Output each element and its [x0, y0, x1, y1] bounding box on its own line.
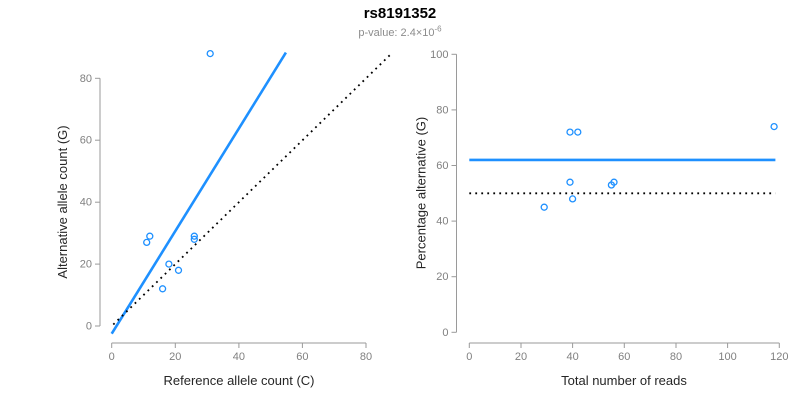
y-tick-label: 80: [436, 104, 448, 116]
y-tick-label: 0: [86, 321, 92, 333]
fit-line: [110, 51, 288, 335]
y-tick-label: 100: [430, 49, 448, 61]
x-tick-label: 100: [718, 351, 736, 363]
x-tick-label: 120: [770, 351, 788, 363]
x-tick-label: 60: [618, 351, 630, 363]
y-tick-label: 20: [80, 259, 92, 271]
data-point: [165, 260, 173, 268]
y-tick-label: 40: [436, 216, 448, 228]
data-point: [574, 128, 582, 136]
y-tick-label: 20: [436, 271, 448, 283]
data-point: [568, 195, 577, 203]
x-tick-label: 0: [109, 351, 115, 363]
data-point: [190, 235, 198, 243]
data-point: [610, 178, 618, 186]
allele-counts-scatter: 0 20 40 60 80 0 20 40 60 80 Reference allele count…: [55, 49, 391, 388]
y-tick-label: 40: [80, 197, 92, 209]
data-point: [770, 122, 778, 131]
data-point: [540, 203, 548, 211]
data-points: [540, 122, 778, 211]
data-point: [158, 285, 167, 293]
title-block: rs8191352 p-value: 2.4×10-6: [0, 5, 800, 39]
y-tick-label: 60: [80, 135, 92, 147]
subtitle-text: p-value: 2.4×10: [358, 26, 435, 39]
subtitle-exponent: -6: [434, 23, 442, 33]
x-tick-label: 40: [566, 351, 578, 363]
data-point: [566, 128, 574, 136]
data-point: [206, 49, 214, 58]
y-tick-label: 0: [442, 327, 448, 339]
x-tick-label: 20: [515, 351, 527, 363]
percentage-vs-reads-scatter: 0 20 40 60 80 100 0 20 40 60 80 100 120 Total number …: [414, 49, 789, 388]
data-point: [146, 232, 154, 240]
x-axis-title: Reference allele count (C): [163, 373, 314, 388]
data-point: [566, 178, 574, 186]
x-tick-label: 80: [670, 351, 682, 363]
plot-title: rs8191352: [363, 5, 437, 22]
x-axis-title: Total number of reads: [561, 373, 687, 388]
identity-line: [112, 54, 391, 326]
x-tick-label: 0: [466, 351, 472, 363]
y-tick-label: 60: [436, 160, 448, 172]
y-axis-title: Alternative allele count (G): [55, 125, 70, 278]
x-tick-label: 40: [233, 351, 245, 363]
plot-subtitle: p-value: 2.4×10-6: [0, 23, 800, 39]
y-tick-label: 80: [80, 73, 92, 85]
x-tick-label: 20: [169, 351, 181, 363]
data-point: [174, 266, 183, 274]
axes: [95, 77, 367, 348]
data-point: [190, 232, 198, 240]
y-axis-title: Percentage alternative (G): [414, 117, 429, 269]
data-points: [143, 49, 214, 293]
data-point: [143, 238, 151, 247]
x-tick-label: 60: [296, 351, 308, 363]
x-tick-label: 80: [360, 351, 372, 363]
axes: [451, 53, 780, 348]
